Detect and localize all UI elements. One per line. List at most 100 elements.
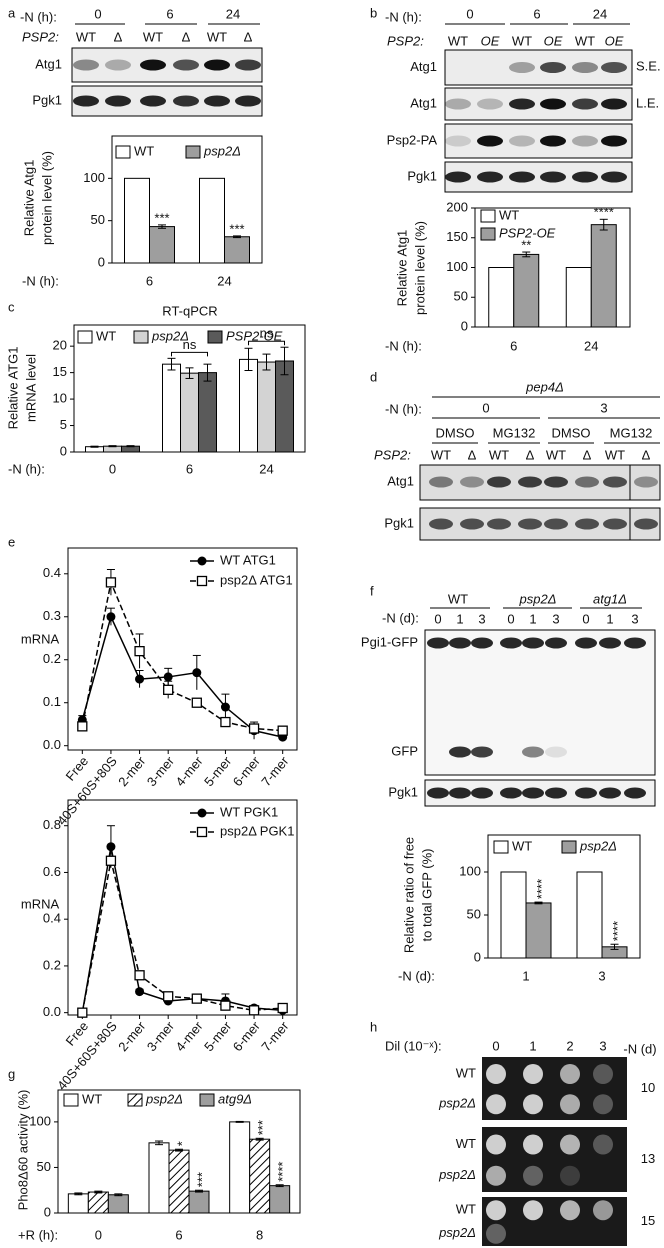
- band: [460, 476, 484, 488]
- colony-spot: [560, 1165, 580, 1186]
- legend-swatch: [493, 840, 509, 854]
- label: 1: [529, 1038, 536, 1053]
- plot-frame: [67, 547, 298, 751]
- panel-letter: f: [370, 583, 374, 598]
- band: [445, 135, 471, 147]
- band: [487, 518, 511, 530]
- label: psp2Δ: [438, 1167, 476, 1182]
- label: WT: [143, 29, 163, 44]
- label: Dil (10⁻ˣ):: [385, 1038, 442, 1053]
- point: [277, 725, 288, 736]
- x-tick-label: 5-mer: [201, 753, 235, 789]
- point: [163, 991, 174, 1002]
- x-tick-label: 8: [256, 1227, 263, 1242]
- legend-marker: [196, 826, 208, 838]
- band: [460, 518, 484, 530]
- label: OE: [481, 33, 500, 48]
- label: WT: [546, 447, 566, 462]
- blot: [444, 123, 633, 159]
- label: pep4Δ: [525, 379, 564, 394]
- band: [522, 637, 544, 649]
- significance-stars: ****: [594, 205, 614, 220]
- band: [540, 98, 566, 110]
- bar: [148, 1142, 170, 1214]
- colony-spot: [593, 1064, 613, 1085]
- y-tick-label: 0.3: [43, 608, 61, 623]
- band: [601, 171, 627, 183]
- legend-label: psp2Δ: [151, 328, 189, 343]
- significance-stars: ***: [229, 221, 244, 236]
- plot-frame: [67, 799, 298, 1016]
- band: [634, 518, 658, 530]
- band: [599, 787, 621, 799]
- legend-swatch: [199, 1093, 215, 1107]
- legend-label: WT: [96, 328, 116, 343]
- x-axis-label: -N (d):: [398, 968, 435, 983]
- bar: [149, 226, 175, 264]
- panel-letter: h: [370, 1019, 377, 1034]
- label: 0: [492, 1038, 499, 1053]
- bar: [162, 363, 181, 453]
- legend-swatch: [561, 840, 577, 854]
- label: 1: [606, 611, 613, 626]
- legend-swatch: [207, 330, 223, 344]
- label: 6: [166, 6, 173, 21]
- band: [140, 59, 166, 71]
- label: Δ: [642, 447, 651, 462]
- x-tick-label: 6: [146, 273, 153, 288]
- label: -N (h):: [20, 9, 57, 24]
- band: [575, 637, 597, 649]
- band: [449, 787, 471, 799]
- band: [601, 135, 627, 147]
- label: 0: [482, 400, 489, 415]
- band: [509, 135, 535, 147]
- x-tick-label: 6: [510, 338, 517, 353]
- label: WT: [605, 447, 625, 462]
- band: [471, 746, 493, 758]
- point: [77, 1007, 88, 1018]
- label: 0: [94, 6, 101, 21]
- band: [204, 95, 230, 107]
- bar: [249, 1138, 271, 1214]
- label: 2: [566, 1038, 573, 1053]
- legend-label: PSP2-OE: [499, 225, 556, 240]
- bar: [199, 177, 225, 264]
- y-tick-label: 0.6: [43, 864, 61, 879]
- band: [487, 476, 511, 488]
- band: [624, 787, 646, 799]
- label: Δ: [583, 447, 592, 462]
- label: 24: [226, 6, 240, 21]
- band: [235, 59, 261, 71]
- colony-spot: [486, 1200, 506, 1221]
- blot: [444, 161, 633, 193]
- band: [522, 746, 544, 758]
- label: WT: [431, 447, 451, 462]
- significance-label: ns: [260, 326, 274, 341]
- label: 3: [600, 400, 607, 415]
- y-tick-label: 5: [60, 417, 67, 432]
- label: Δ: [114, 29, 123, 44]
- x-tick-label: 24: [217, 273, 231, 288]
- band: [572, 62, 598, 73]
- bar: [124, 177, 150, 264]
- label: Pgk1: [407, 168, 437, 183]
- band: [471, 787, 493, 799]
- legend-marker: [196, 575, 208, 587]
- label: WT: [575, 33, 595, 48]
- y-tick-label: 10: [53, 391, 67, 406]
- x-axis-label: +R (h):: [18, 1227, 58, 1242]
- series-line: [81, 614, 283, 738]
- label: 24: [593, 6, 607, 21]
- label: Psp2-PA: [387, 132, 438, 147]
- y-tick-label: 50: [467, 906, 481, 921]
- y-tick-label: 50: [91, 212, 105, 227]
- y-tick-label: 0.8: [43, 817, 61, 832]
- y-tick-label: 0: [98, 254, 105, 269]
- y-tick-label: 15: [53, 364, 67, 379]
- legend-label: psp2Δ ATG1: [220, 572, 293, 587]
- band: [509, 171, 535, 183]
- label: psp2Δ: [519, 591, 557, 606]
- label: DMSO: [436, 425, 475, 440]
- bar: [488, 267, 515, 328]
- y-tick-label: 150: [446, 229, 468, 244]
